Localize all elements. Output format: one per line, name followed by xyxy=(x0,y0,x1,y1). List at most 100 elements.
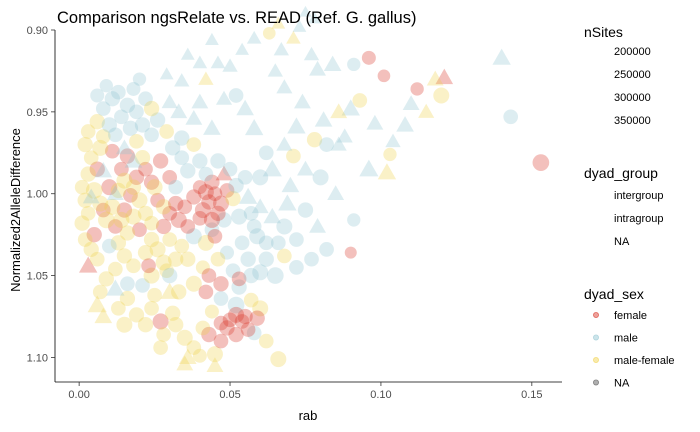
data-point xyxy=(203,119,221,135)
data-point xyxy=(249,310,265,326)
data-point xyxy=(101,238,117,254)
data-point xyxy=(168,317,184,333)
y-tick-label: 0.90 xyxy=(27,25,48,37)
data-point xyxy=(246,325,262,341)
data-point xyxy=(270,351,287,368)
data-point xyxy=(177,199,193,215)
data-point xyxy=(258,235,274,251)
data-point xyxy=(116,202,133,218)
data-point xyxy=(119,225,136,241)
data-point xyxy=(170,103,188,119)
data-point xyxy=(161,93,178,109)
data-point xyxy=(80,166,96,182)
legend-label: intragroup xyxy=(614,213,664,225)
x-tick-label: 0.00 xyxy=(68,389,89,401)
data-point xyxy=(287,117,306,134)
data-point xyxy=(146,179,163,196)
data-point xyxy=(85,182,103,199)
data-point xyxy=(101,117,117,133)
data-point xyxy=(180,163,196,179)
data-point xyxy=(80,206,96,221)
data-point xyxy=(123,188,138,203)
data-point xyxy=(252,300,269,317)
data-point xyxy=(198,284,214,300)
data-point xyxy=(273,41,290,56)
data-point xyxy=(185,228,202,245)
data-point xyxy=(155,218,172,235)
x-axis-title: rab xyxy=(299,408,318,423)
data-point xyxy=(303,46,320,61)
data-point xyxy=(243,206,259,221)
data-point xyxy=(201,194,217,210)
data-point xyxy=(147,287,162,303)
data-point xyxy=(281,176,300,193)
data-point xyxy=(266,267,284,284)
data-point xyxy=(162,267,178,284)
data-point xyxy=(176,329,193,346)
data-point xyxy=(87,295,107,313)
legend-label: male xyxy=(614,333,638,345)
data-point xyxy=(120,276,135,292)
data-point xyxy=(258,333,274,349)
data-point xyxy=(192,210,208,226)
data-point xyxy=(297,160,314,176)
data-point xyxy=(231,271,247,287)
legend-label: 200000 xyxy=(614,46,651,58)
data-point xyxy=(252,264,269,281)
data-point xyxy=(108,261,123,277)
data-point xyxy=(197,184,214,201)
data-point xyxy=(192,348,207,363)
data-point xyxy=(178,348,197,365)
data-point xyxy=(77,192,93,208)
data-point xyxy=(195,260,210,275)
legends: nSites 200000 250000 300000 350000 dyad_group… xyxy=(584,24,675,390)
legend-label: male-female xyxy=(614,355,675,367)
data-point xyxy=(319,137,334,152)
data-point xyxy=(95,129,111,144)
data-point xyxy=(174,73,190,87)
data-point xyxy=(160,282,179,299)
data-point xyxy=(213,315,229,331)
data-point xyxy=(143,231,160,248)
data-point xyxy=(128,307,145,323)
data-point xyxy=(210,153,226,169)
data-point xyxy=(352,93,368,108)
data-point xyxy=(155,254,172,271)
data-point xyxy=(246,30,262,44)
data-point xyxy=(271,16,286,29)
axes xyxy=(54,30,562,383)
data-point xyxy=(192,180,207,195)
data-point xyxy=(108,127,123,143)
ticks: 0.00 0.05 0.10 0.15 0.90 0.95 1.00 1.05 1.10 xyxy=(27,25,543,401)
data-point xyxy=(180,47,195,60)
data-point xyxy=(377,69,391,83)
data-point xyxy=(366,114,384,130)
data-point xyxy=(94,161,113,178)
data-point xyxy=(92,195,109,212)
data-point xyxy=(227,296,245,314)
data-point xyxy=(119,290,136,307)
data-point xyxy=(262,159,282,177)
data-point xyxy=(143,174,160,190)
data-point xyxy=(237,308,253,325)
data-point xyxy=(168,251,184,267)
data-point xyxy=(126,258,141,274)
data-point xyxy=(150,192,165,208)
points-layer xyxy=(74,5,550,372)
data-point xyxy=(383,147,397,162)
data-point xyxy=(114,109,129,125)
data-point xyxy=(207,228,223,244)
data-point xyxy=(94,307,113,324)
data-point xyxy=(244,119,264,136)
data-point xyxy=(162,232,178,247)
data-point xyxy=(186,137,202,152)
data-point xyxy=(198,166,214,182)
data-point xyxy=(246,219,262,234)
data-point xyxy=(89,161,105,177)
data-point xyxy=(144,127,159,143)
data-point xyxy=(289,260,304,275)
data-point xyxy=(185,109,203,125)
data-point xyxy=(83,150,99,166)
data-point xyxy=(234,235,250,251)
data-point xyxy=(312,169,329,186)
